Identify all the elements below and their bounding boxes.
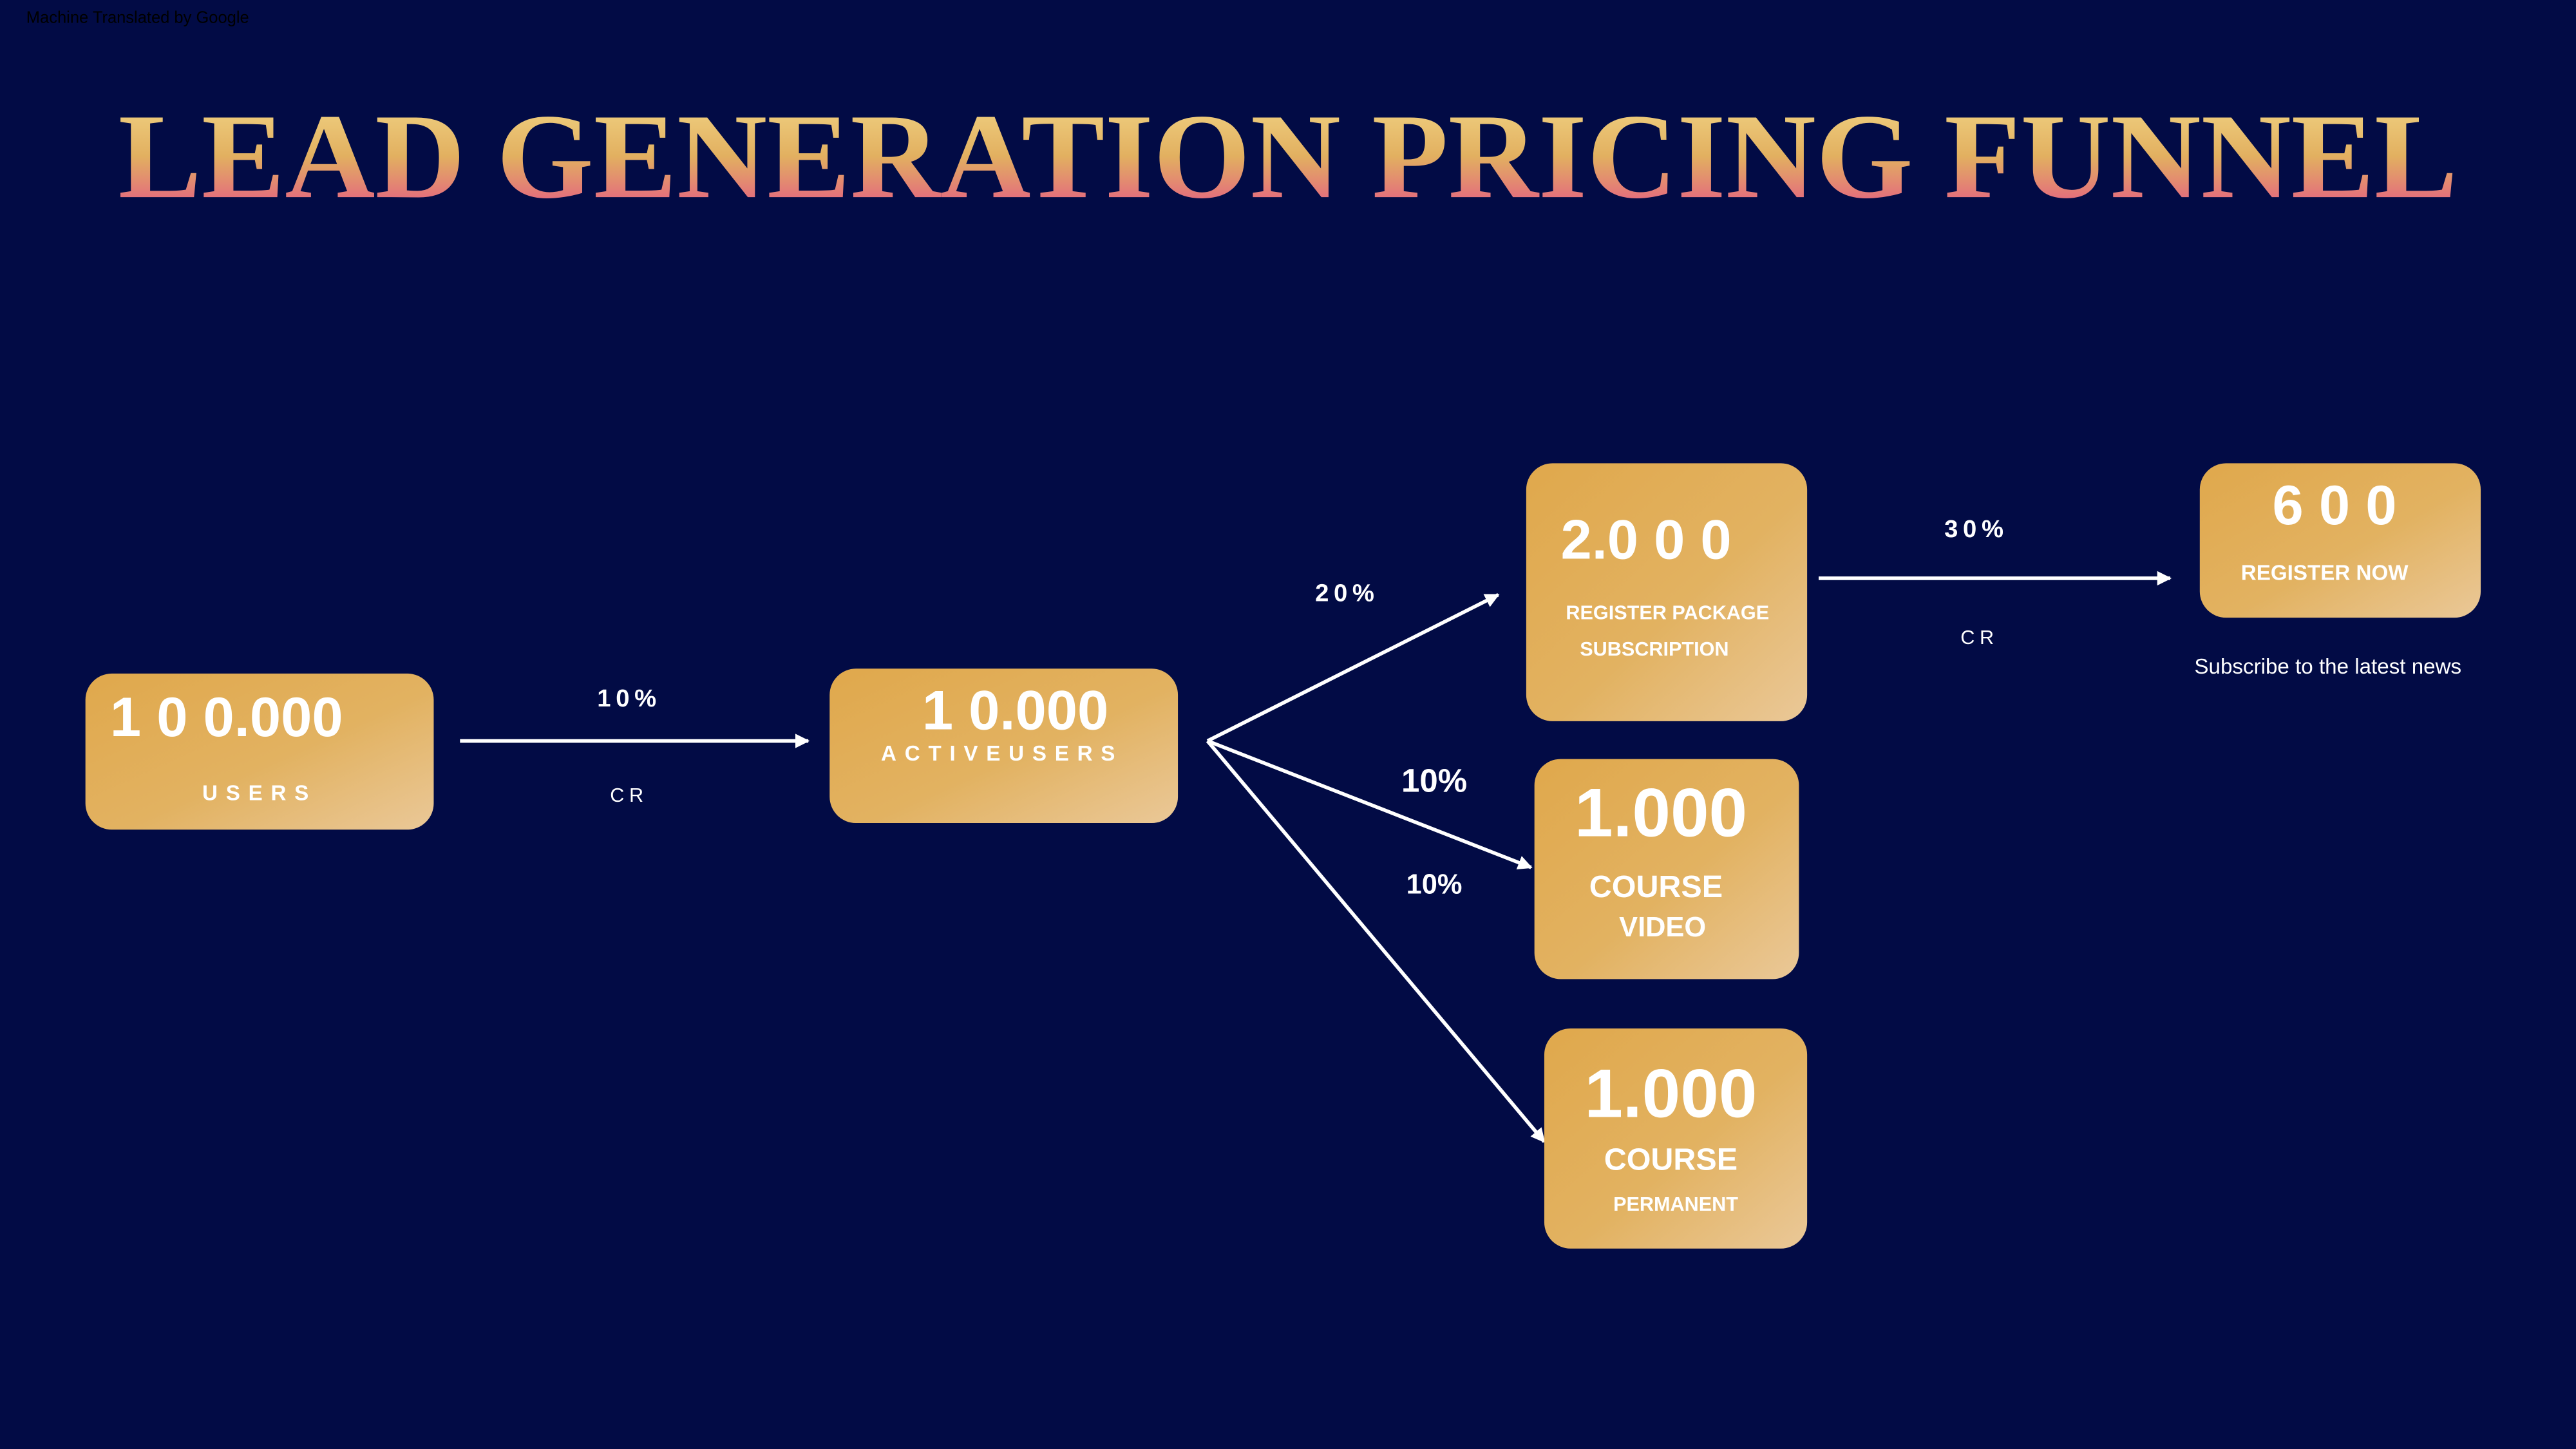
arrow <box>1206 739 1546 1143</box>
node-label: REGISTER NOW <box>2241 562 2409 585</box>
node-value: 6 0 0 <box>2273 474 2397 536</box>
node-note: Subscribe to the latest news <box>2194 655 2461 679</box>
node-label: SUBSCRIPTION <box>1580 638 1728 660</box>
node-label: REGISTER PACKAGE <box>1566 602 1769 624</box>
node-value: 2.0 0 0 <box>1560 508 1731 571</box>
node-label: VIDEO <box>1619 912 1706 943</box>
node-box <box>1544 1028 1808 1249</box>
node-label: ACTIVEUSERS <box>881 742 1123 766</box>
edge-sublabel: CR <box>1960 627 1999 649</box>
arrow <box>1206 592 1500 743</box>
watermark: Machine Translated by Google <box>26 9 249 27</box>
node-box <box>829 668 1179 824</box>
edge-sublabel: CR <box>610 784 649 806</box>
node-label: PERMANENT <box>1613 1193 1738 1215</box>
node-value: 1 0.000 <box>922 679 1108 742</box>
edge-label: 10% <box>1401 762 1467 799</box>
node-value: 1 0 0.000 <box>110 686 343 748</box>
node-value: 1.000 <box>1575 773 1747 851</box>
node-box <box>1534 759 1799 980</box>
node-label: COURSE <box>1604 1142 1738 1177</box>
title: LEAD GENERATION PRICING FUNNEL <box>118 89 2458 223</box>
edge-label: 10% <box>1406 869 1463 900</box>
edge-label: 20% <box>1315 580 1379 607</box>
node-label: COURSE <box>1589 869 1723 904</box>
edge-label: 30% <box>1944 515 2009 543</box>
arrow <box>1206 739 1533 870</box>
node-box <box>1526 463 1808 721</box>
node-box <box>2199 463 2481 618</box>
node-box <box>85 673 434 830</box>
node-value: 1.000 <box>1584 1055 1757 1132</box>
node-label: USERS <box>202 781 317 805</box>
edge-label: 10% <box>597 685 661 712</box>
